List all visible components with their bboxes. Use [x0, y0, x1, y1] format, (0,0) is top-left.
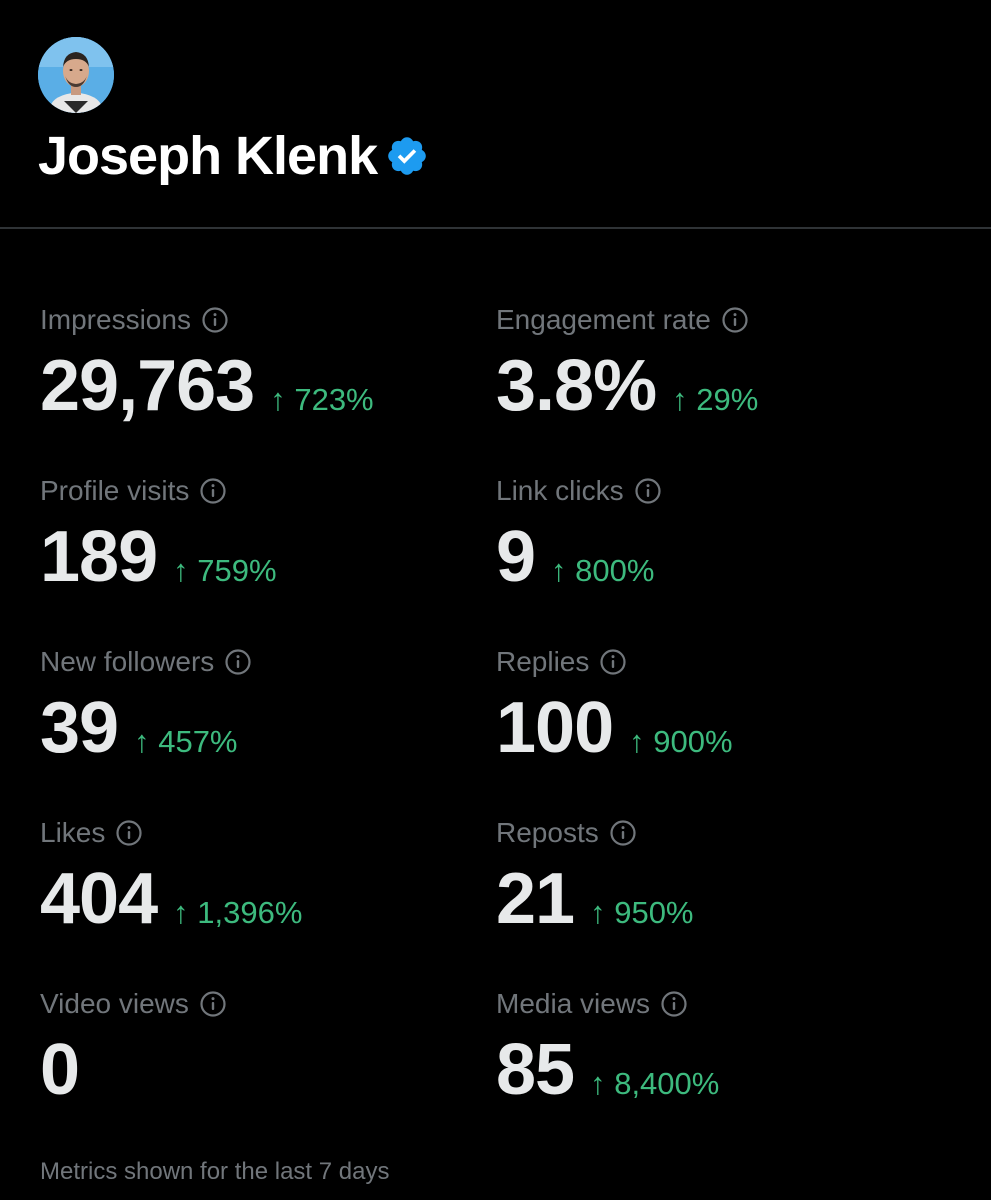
metric-value: 100	[496, 688, 614, 768]
metric-likes: Likes 404 ↑ 1,396%	[40, 813, 480, 978]
metric-change: ↑ 1,396%	[173, 895, 303, 930]
metric-value: 0	[40, 1030, 80, 1110]
avatar[interactable]	[38, 37, 114, 113]
profile-name[interactable]: Joseph Klenk	[38, 126, 378, 186]
metric-value: 404	[40, 859, 158, 939]
info-icon[interactable]	[201, 306, 229, 334]
metric-label: Link clicks	[496, 475, 624, 506]
metric-label: New followers	[40, 646, 215, 677]
metric-change: ↑ 800%	[551, 553, 655, 588]
metric-reposts: Reposts 21 ↑ 950%	[496, 813, 936, 978]
info-icon[interactable]	[660, 990, 688, 1018]
metric-value: 9	[496, 517, 536, 597]
metric-media-views: Media views 85 ↑ 8,400%	[496, 984, 936, 1149]
metric-label: Impressions	[40, 304, 191, 335]
profile-name-row: Joseph Klenk	[38, 118, 429, 194]
metric-change: ↑ 723%	[270, 382, 374, 417]
info-icon[interactable]	[609, 819, 637, 847]
metric-value: 3.8%	[496, 346, 657, 426]
metric-link-clicks: Link clicks 9 ↑ 800%	[496, 471, 936, 636]
info-icon[interactable]	[115, 819, 143, 847]
header-divider	[0, 227, 991, 229]
metric-label: Video views	[40, 988, 189, 1019]
info-icon[interactable]	[199, 477, 227, 505]
verified-badge-icon[interactable]	[385, 134, 429, 178]
metric-change: ↑ 29%	[672, 382, 759, 417]
metric-new-followers: New followers 39 ↑ 457%	[40, 642, 480, 807]
metric-label: Media views	[496, 988, 651, 1019]
metric-value: 21	[496, 859, 575, 939]
metrics-period-note: Metrics shown for the last 7 days	[40, 1158, 390, 1185]
metric-label: Likes	[40, 817, 106, 848]
metric-value: 39	[40, 688, 119, 768]
profile-header: Joseph Klenk	[0, 0, 991, 228]
metric-label: Profile visits	[40, 475, 190, 506]
info-icon[interactable]	[599, 648, 627, 676]
user-avatar-icon	[38, 37, 114, 113]
metric-replies: Replies 100 ↑ 900%	[496, 642, 936, 807]
info-icon[interactable]	[721, 306, 749, 334]
info-icon[interactable]	[634, 477, 662, 505]
metric-value: 29,763	[40, 346, 255, 426]
metric-label: Replies	[496, 646, 590, 677]
metric-change: ↑ 950%	[590, 895, 694, 930]
metric-video-views: Video views 0	[40, 984, 480, 1149]
metric-profile-visits: Profile visits 189 ↑ 759%	[40, 471, 480, 636]
metric-change: ↑ 8,400%	[590, 1066, 720, 1101]
metric-change: ↑ 457%	[134, 724, 238, 759]
metric-impressions: Impressions 29,763 ↑ 723%	[40, 300, 480, 465]
info-icon[interactable]	[199, 990, 227, 1018]
metric-change: ↑ 900%	[629, 724, 733, 759]
metric-engagement-rate: Engagement rate 3.8% ↑ 29%	[496, 300, 936, 465]
info-icon[interactable]	[224, 648, 252, 676]
metric-label: Reposts	[496, 817, 599, 848]
metric-change: ↑ 759%	[173, 553, 277, 588]
metric-value: 189	[40, 517, 158, 597]
metric-value: 85	[496, 1030, 575, 1110]
metric-label: Engagement rate	[496, 304, 711, 335]
